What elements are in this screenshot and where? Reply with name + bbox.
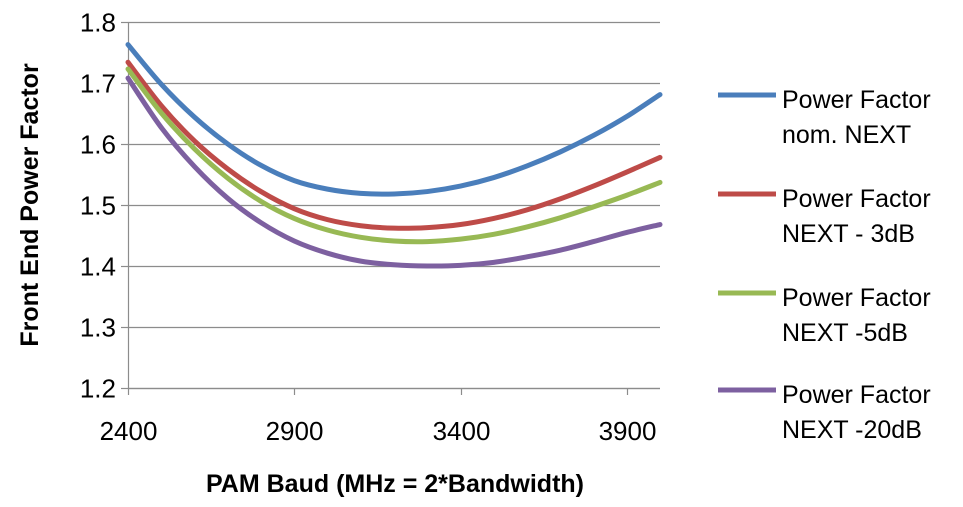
- legend-label: Power Factor: [782, 381, 931, 409]
- axis-titles: PAM Baud (MHz = 2*Bandwidth) Front End P…: [16, 63, 584, 498]
- x-tick-label: 2900: [266, 416, 324, 446]
- x-tick-label: 2400: [100, 416, 158, 446]
- series-line-3: [125, 66, 663, 245]
- y-tick-label: 1.3: [80, 313, 116, 343]
- y-tick-label: 1.7: [80, 69, 116, 99]
- legend-item: Power Factor NEXT -20dB: [718, 381, 931, 444]
- legend-label: Power Factor: [782, 185, 931, 213]
- tick-labels: 1.2 1.3 1.4 1.5 1.6 1.7 1.8 2400 2900 3400 3900: [80, 8, 657, 447]
- legend-label: Power Factor: [782, 86, 931, 114]
- legend-item: Power Factor nom. NEXT: [718, 86, 931, 149]
- legend-label: Power Factor: [782, 284, 931, 312]
- gridlines: [128, 21, 660, 390]
- legend: Power Factor nom. NEXT Power Factor NEXT - …: [718, 86, 931, 444]
- y-tick-label: 1.8: [80, 8, 116, 38]
- legend-label: nom. NEXT: [782, 121, 911, 149]
- series-line-2: [125, 59, 663, 231]
- x-tick-label: 3900: [599, 416, 657, 446]
- y-tick-label: 1.2: [80, 374, 116, 404]
- legend-label: NEXT -20dB: [782, 416, 922, 444]
- y-tick-label: 1.4: [80, 252, 116, 282]
- y-axis-title: Front End Power Factor: [16, 63, 44, 347]
- legend-label: NEXT -5dB: [782, 319, 908, 347]
- y-tick-label: 1.5: [80, 191, 116, 221]
- legend-item: Power Factor NEXT -5dB: [718, 284, 931, 347]
- legend-item: Power Factor NEXT - 3dB: [718, 185, 931, 248]
- series-line-1: [125, 42, 663, 197]
- legend-label: NEXT - 3dB: [782, 220, 915, 248]
- x-tick-label: 3400: [433, 416, 491, 446]
- x-axis-title: PAM Baud (MHz = 2*Bandwidth): [206, 470, 584, 498]
- series-lines: [125, 42, 663, 269]
- axes: [121, 21, 660, 395]
- series-line-4: [125, 75, 663, 269]
- y-tick-label: 1.6: [80, 130, 116, 160]
